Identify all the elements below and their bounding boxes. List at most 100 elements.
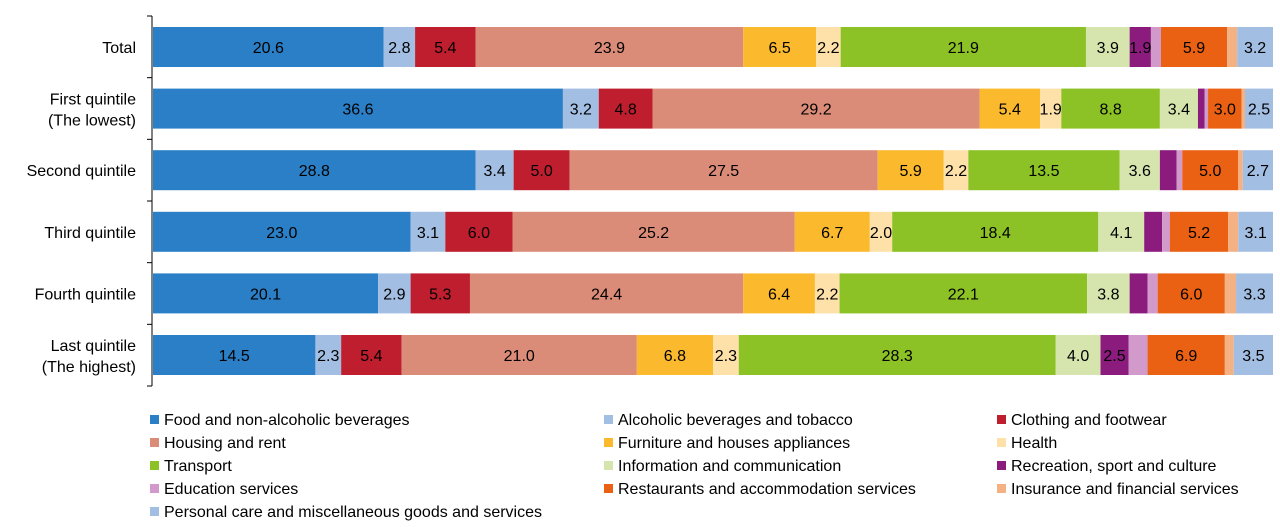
legend-label: Recreation, sport and culture [1011,458,1217,475]
legend-swatch [604,438,613,447]
legend-label: Alcoholic beverages and tobacco [618,412,853,429]
bar-segment [743,27,817,67]
legend-label: Health [1011,435,1058,452]
data-label: 5.4 [999,102,1021,119]
data-label: 2.5 [1103,348,1125,365]
data-label: 2.3 [715,348,737,365]
data-label: 3.9 [1097,40,1119,57]
bar-segment [839,273,1088,314]
data-label: 3.1 [1245,225,1267,242]
bar-segment [153,211,411,252]
legend-item: Insurance and financial services [997,479,1239,501]
bar-segment [636,335,713,375]
data-label: 6.7 [821,225,843,242]
bar-segment [738,335,1056,375]
bar-segment [1227,27,1238,67]
legend-label: Insurance and financial services [1011,481,1239,498]
data-label: 4.1 [1110,225,1132,242]
bar-segment [1236,273,1273,314]
data-label: 5.4 [434,40,456,57]
legend-swatch [150,438,159,447]
data-label: 28.3 [882,348,913,365]
bar-segment [1157,273,1225,314]
data-label: 5.0 [1199,163,1221,180]
legend-swatch [150,507,159,516]
legend-swatch [997,415,1006,424]
bar-segment [341,335,402,375]
data-label: 6.5 [769,40,791,57]
bar-segment [153,88,563,129]
category-label: Second quintile [27,163,137,180]
bar-segment [1159,150,1177,191]
data-label: 24.4 [591,286,622,303]
data-label: 2.8 [388,40,410,57]
data-label: 3.2 [570,102,592,119]
legend-item: Housing and rent [150,433,286,455]
bar-segment [816,27,841,67]
data-label: 6.0 [1180,286,1202,303]
data-label: 5.4 [360,348,382,365]
bar-segment [569,150,878,191]
data-label: 5.2 [1188,225,1210,242]
legend-item: Transport [150,456,232,478]
bar-segment [877,150,944,191]
legend-item: Education services [150,479,298,501]
data-label: 3.6 [1129,163,1151,180]
data-label: 36.6 [342,102,373,119]
data-label: 14.5 [219,348,250,365]
legend-swatch [604,415,613,424]
data-label: 5.3 [429,286,451,303]
data-label: 2.2 [945,163,967,180]
legend-item: Food and non-alcoholic beverages [150,410,410,432]
bar-segment [415,27,476,67]
bar-segment [1098,211,1145,252]
bar-segment [892,211,1099,252]
bar-segment [383,27,416,67]
data-label: 4.0 [1067,348,1089,365]
legend-swatch [150,484,159,493]
data-label: 28.8 [299,163,330,180]
bar-segment [153,335,316,375]
category-label: Last quintile (The highest) [42,338,136,376]
bar-segment [794,211,870,252]
bar-segment [1208,88,1242,129]
data-label: 23.0 [266,225,297,242]
data-label: 1.9 [1040,102,1062,119]
legend-label: Housing and rent [164,435,286,452]
data-label: 2.5 [1248,102,1270,119]
legend-label: Personal care and miscellaneous goods an… [164,504,542,521]
category-label: Third quintile [44,225,136,242]
bar-segment [1129,27,1151,67]
bar-segment [153,273,379,314]
data-label: 6.0 [468,225,490,242]
data-label: 22.1 [948,286,979,303]
legend-label: Clothing and footwear [1011,412,1167,429]
data-label: 5.9 [1183,40,1205,57]
bar-segment [1182,150,1239,191]
data-label: 2.2 [817,40,839,57]
bar-segment [1242,150,1273,191]
category-label: First quintile (The lowest) [48,92,136,130]
legend-item: Furniture and houses appliances [604,433,850,455]
bar-segment [979,88,1041,129]
category-label: Fourth quintile [35,286,136,303]
legend-label: Restaurants and accommodation services [618,481,916,498]
data-label: 20.1 [250,286,281,303]
bar-segment [1061,88,1160,129]
bar-segment [1238,150,1243,191]
data-label: 5.0 [531,163,553,180]
category-label: Total [102,40,136,57]
data-label: 29.2 [800,102,831,119]
data-label: 2.0 [870,225,892,242]
data-label: 20.6 [253,40,284,57]
legend-swatch [997,438,1006,447]
bar-segment [1085,27,1130,67]
legend-item: Clothing and footwear [997,410,1167,432]
bar-segment [1100,335,1129,375]
bar-segment [652,88,980,129]
legend-swatch [604,484,613,493]
legend-item: Recreation, sport and culture [997,456,1216,478]
data-label: 6.4 [768,286,790,303]
data-label: 3.5 [1242,348,1264,365]
bar-segment [1241,88,1245,129]
